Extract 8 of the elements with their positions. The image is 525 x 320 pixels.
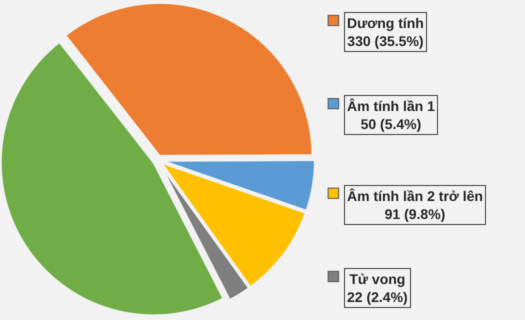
data-label: 22 (2.4%): [347, 289, 408, 306]
data-label: 330 (35.5%): [347, 33, 424, 50]
legend-label: Âm tính lần 2 trở lên: [347, 188, 483, 204]
legend-label: Dương tính: [347, 15, 424, 31]
data-label: 91 (9.8%): [384, 206, 446, 222]
legend-label: Tử vong: [349, 271, 406, 287]
data-label: 50 (5.4%): [360, 116, 422, 132]
legend-label: Âm tính lần 1: [347, 98, 436, 114]
